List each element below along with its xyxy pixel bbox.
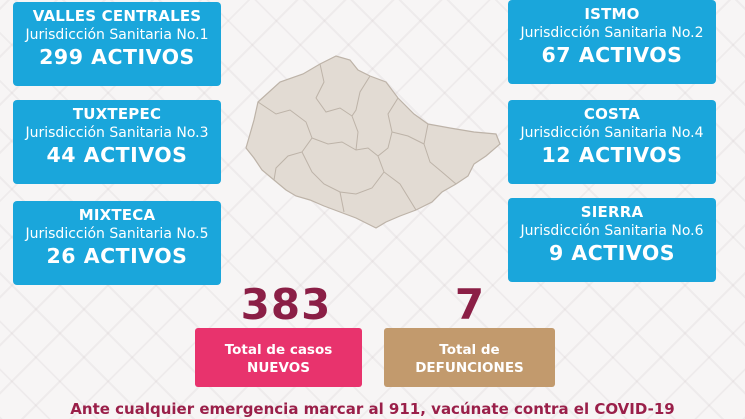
region-jurisdiccion: Jurisdicción Sanitaria No.1 <box>25 27 209 43</box>
state-outline <box>245 55 501 229</box>
region-card-valles-centrales: VALLES CENTRALES Jurisdicción Sanitaria … <box>13 2 221 86</box>
casos-total-value: 383 <box>240 280 332 329</box>
defunciones-label-line2: DEFUNCIONES <box>415 360 524 376</box>
region-name: VALLES CENTRALES <box>32 7 202 25</box>
region-name: SIERRA <box>580 203 644 221</box>
region-name: TUXTEPEC <box>72 105 162 123</box>
region-name: MIXTECA <box>78 206 156 224</box>
defunciones-label-line1: Total de <box>439 342 500 358</box>
region-card-istmo: ISTMO Jurisdicción Sanitaria No.2 67 ACT… <box>508 0 716 84</box>
region-card-costa: COSTA Jurisdicción Sanitaria No.4 12 ACT… <box>508 100 716 184</box>
region-activos: 9 ACTIVOS <box>548 241 676 265</box>
casos-nuevos-badge: Total de casos NUEVOS <box>195 328 362 387</box>
region-jurisdiccion: Jurisdicción Sanitaria No.3 <box>25 125 209 141</box>
region-name: COSTA <box>583 105 641 123</box>
region-card-sierra: SIERRA Jurisdicción Sanitaria No.6 9 ACT… <box>508 198 716 282</box>
casos-label-line1: Total de casos <box>224 342 333 358</box>
oaxaca-map <box>245 55 501 229</box>
region-activos: 26 ACTIVOS <box>46 244 188 268</box>
region-card-tuxtepec: TUXTEPEC Jurisdicción Sanitaria No.3 44 … <box>13 100 221 184</box>
region-jurisdiccion: Jurisdicción Sanitaria No.5 <box>25 226 209 242</box>
region-borders <box>257 63 457 213</box>
region-activos: 44 ACTIVOS <box>46 143 188 167</box>
region-activos: 67 ACTIVOS <box>541 43 683 67</box>
defunciones-total-value: 7 <box>454 280 486 329</box>
defunciones-badge: Total de DEFUNCIONES <box>384 328 555 387</box>
footer-message: Ante cualquier emergencia marcar al 911,… <box>70 400 675 418</box>
casos-label-line2: NUEVOS <box>247 360 310 376</box>
region-activos: 299 ACTIVOS <box>39 45 195 69</box>
region-name: ISTMO <box>584 5 640 23</box>
region-card-mixteca: MIXTECA Jurisdicción Sanitaria No.5 26 A… <box>13 201 221 285</box>
region-jurisdiccion: Jurisdicción Sanitaria No.2 <box>520 25 704 41</box>
region-jurisdiccion: Jurisdicción Sanitaria No.6 <box>520 223 704 239</box>
region-activos: 12 ACTIVOS <box>541 143 683 167</box>
region-jurisdiccion: Jurisdicción Sanitaria No.4 <box>520 125 704 141</box>
